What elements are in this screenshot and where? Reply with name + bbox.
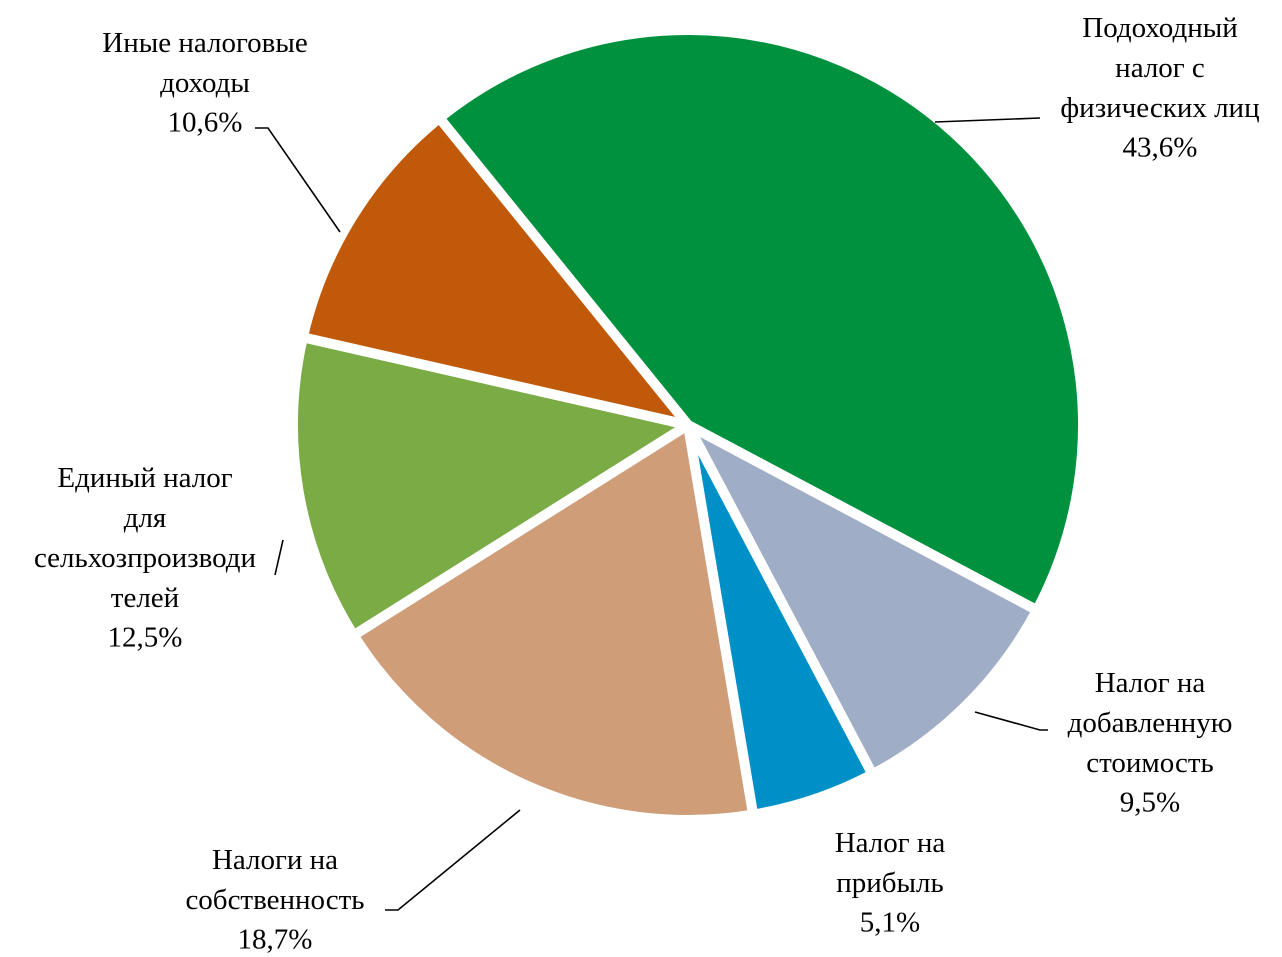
leader-line — [934, 117, 1041, 123]
category-label: Налоги на собственность — [185, 844, 364, 916]
pie-slice — [434, 25, 1088, 616]
value-label: 18,7% — [238, 924, 313, 956]
leader-line — [274, 539, 284, 576]
pie-slice — [288, 332, 693, 641]
category-label: Налог на добавленную стоимость — [1068, 667, 1233, 779]
value-label: 10,6% — [168, 107, 243, 139]
category-label: Иные налоговые доходы — [102, 27, 307, 99]
value-label: 43,6% — [1123, 132, 1198, 164]
value-label: 12,5% — [108, 622, 183, 654]
value-label: 9,5% — [1120, 787, 1180, 819]
category-label: Единый налог для сельхозпроизводи телей — [34, 462, 256, 614]
category-label: Налог на прибыль — [835, 827, 946, 899]
leader-line — [385, 809, 521, 911]
pie-slice — [348, 420, 759, 825]
pie — [288, 25, 1088, 825]
labels: Подоходный налог с физических лиц 43,6% Нало… — [34, 12, 1260, 956]
pie-slice — [683, 420, 1042, 780]
value-label: 5,1% — [860, 907, 920, 939]
leader-line — [974, 711, 1048, 731]
pie-slice — [297, 113, 693, 430]
leader-line — [255, 127, 341, 233]
category-label: Подоходный налог с физических лиц — [1060, 12, 1259, 124]
